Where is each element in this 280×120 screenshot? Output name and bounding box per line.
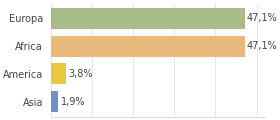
Text: 47,1%: 47,1%: [247, 13, 277, 23]
Text: 3,8%: 3,8%: [68, 69, 93, 79]
Text: 47,1%: 47,1%: [247, 41, 277, 51]
Bar: [51, 91, 59, 112]
Bar: [51, 36, 245, 57]
Text: 1,9%: 1,9%: [60, 97, 85, 107]
Bar: [51, 8, 245, 29]
Bar: [51, 63, 66, 84]
